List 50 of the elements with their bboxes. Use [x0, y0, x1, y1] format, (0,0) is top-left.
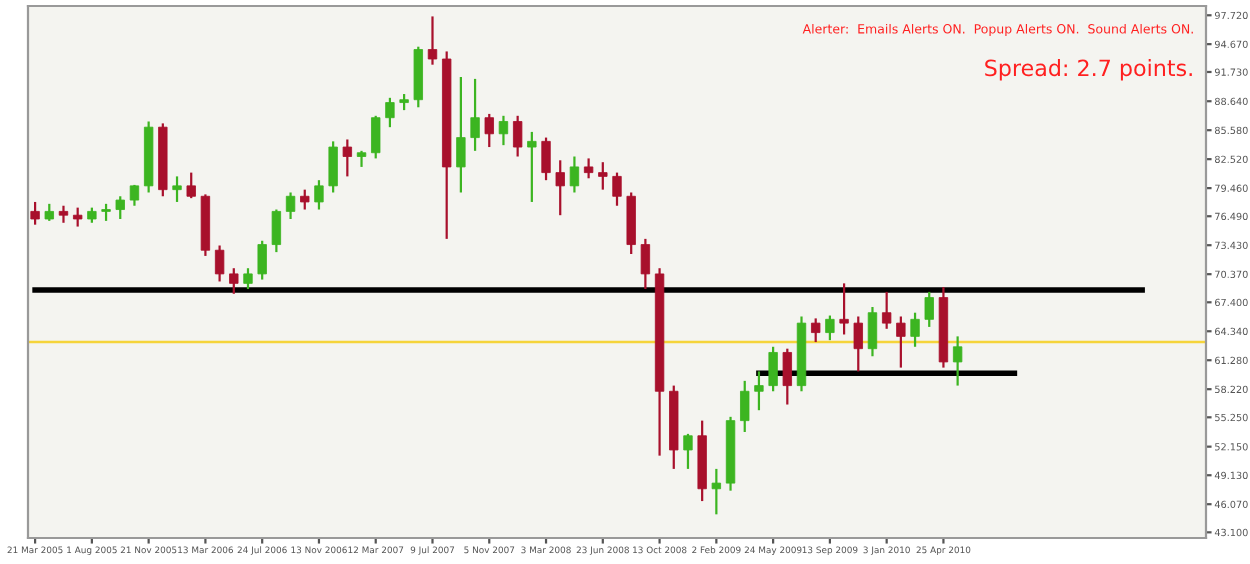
- candlestick: [782, 347, 792, 406]
- candlestick: [640, 237, 651, 291]
- candlestick: [484, 112, 494, 149]
- candlestick: [768, 345, 778, 393]
- candlestick: [58, 204, 69, 224]
- candlestick: [924, 290, 934, 329]
- candlestick: [555, 159, 565, 217]
- candlestick: [952, 335, 963, 387]
- candlestick: [172, 175, 182, 204]
- candlestick: [470, 77, 480, 152]
- candlestick: [73, 206, 83, 228]
- candlestick: [285, 191, 296, 221]
- candlestick: [356, 149, 367, 169]
- candlestick: [427, 15, 438, 66]
- candlestick: [881, 290, 892, 330]
- candlestick: [371, 114, 381, 160]
- candlestick: [498, 114, 509, 147]
- candlestick: [456, 75, 466, 194]
- candlestick: [512, 114, 523, 158]
- candlestick: [825, 314, 835, 342]
- candlestick: [186, 171, 196, 200]
- candlestick: [314, 179, 324, 211]
- candlestick: [257, 239, 267, 281]
- candlestick: [527, 130, 537, 204]
- candlestick: [811, 317, 821, 344]
- candlestick: [754, 370, 764, 412]
- candlestick: [243, 267, 253, 291]
- candlestick: [910, 311, 920, 348]
- candlestick: [569, 155, 580, 194]
- candlestick: [385, 96, 395, 129]
- candlestick: [229, 267, 239, 295]
- candlestick: [541, 136, 551, 182]
- candlestick: [740, 379, 750, 434]
- candlestick: [683, 432, 693, 471]
- candlestick: [598, 161, 608, 191]
- candlestick: [30, 200, 40, 226]
- candlestick: [214, 244, 225, 283]
- candlestick: [839, 282, 849, 336]
- candlestick: [271, 208, 282, 254]
- candlestick: [328, 140, 338, 194]
- candlestick: [583, 157, 594, 180]
- annotation: Spread: 2.7 points.: [985, 59, 1192, 81]
- candlestick: [896, 315, 906, 369]
- candlestick: [342, 138, 353, 178]
- candlestick: [612, 171, 622, 207]
- candlestick: [300, 188, 310, 211]
- candlestick: [115, 195, 125, 221]
- candlestick: [853, 315, 863, 373]
- candlestick: [867, 305, 878, 358]
- candlestick: [711, 467, 722, 516]
